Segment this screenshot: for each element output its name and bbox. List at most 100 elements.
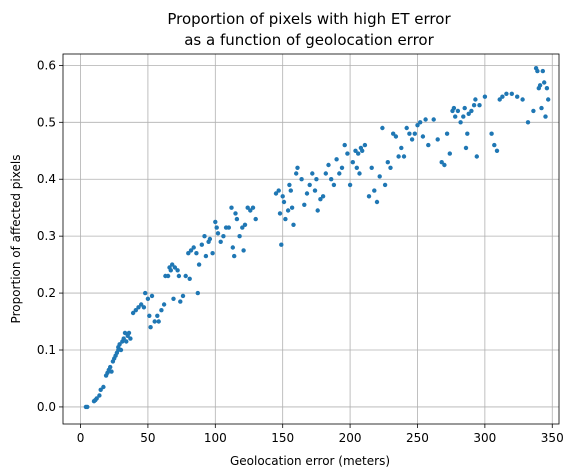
data-point [326,162,331,168]
data-point [124,339,129,344]
data-point [85,404,90,410]
data-point [168,268,173,273]
data-point [172,265,178,270]
data-point [471,103,477,108]
data-point [122,330,128,336]
data-point [391,131,396,136]
data-point [128,336,133,341]
data-point [97,393,102,398]
data-point [492,142,497,148]
data-point [280,194,285,199]
data-point [474,154,479,159]
data-point [409,137,415,142]
data-point [233,211,238,216]
data-point [473,97,478,102]
data-point [537,83,543,88]
data-point [295,165,300,170]
data-point [118,347,124,353]
data-point [350,160,355,165]
data-point [407,131,412,136]
data-point [186,251,191,256]
data-point [314,177,319,182]
data-point [539,105,544,111]
data-point [469,108,474,114]
data-point [248,208,253,213]
data-point [147,313,152,318]
data-point [393,134,399,139]
x-tick-label: 50 [140,431,155,445]
data-point [149,293,155,299]
data-point [442,162,447,168]
data-point [307,182,312,188]
data-point [241,248,246,253]
data-point [431,117,436,122]
data-point [385,160,390,165]
y-tick-label: 0.2 [37,286,56,300]
data-point [544,86,550,91]
data-point [117,342,122,347]
data-point [156,319,161,324]
data-point [273,191,279,196]
data-point [194,251,199,256]
data-point [187,276,192,281]
data-point [509,91,514,97]
chart-title-line-1: Proportion of pixels with high ET error [167,10,451,28]
data-point [281,199,287,205]
x-axis-ticks: 0 50 100 150 200 250 300 350 [77,424,564,445]
data-point [426,142,431,148]
data-point [455,108,461,114]
x-tick-label: 300 [473,431,496,445]
data-point [221,234,226,239]
data-point [126,330,132,336]
data-point [540,68,545,74]
data-point [294,171,299,176]
data-point [399,145,404,151]
data-point [285,208,291,213]
data-point [240,225,245,230]
data-point [380,125,385,131]
data-point [453,114,458,119]
data-point [388,165,393,170]
data-point [133,308,138,313]
data-point [415,123,420,128]
data-point [230,245,235,250]
x-tick-label: 250 [406,431,429,445]
data-point [148,325,153,330]
data-point [374,199,380,205]
data-point [136,305,141,310]
data-point [279,242,284,247]
data-point [288,188,293,193]
data-point [180,293,186,299]
data-point [176,273,182,279]
data-point [515,94,520,99]
x-tick-label: 200 [339,431,362,445]
data-point [145,296,151,301]
data-point [250,205,256,210]
y-tick-label: 0.1 [37,343,56,357]
data-point [108,364,113,370]
data-point [465,131,470,136]
data-point [202,234,207,239]
data-point [277,211,283,216]
data-point [191,245,196,250]
x-tick-label: 0 [77,431,85,445]
data-point [353,148,358,153]
data-point [423,117,428,122]
data-point [543,114,548,119]
data-point [242,222,248,227]
data-point [283,216,288,222]
y-tick-label: 0.5 [37,115,56,129]
data-point [458,120,463,125]
data-point [354,165,359,170]
data-point [199,242,204,247]
data-point [466,111,471,117]
data-point [323,171,328,176]
data-point [462,105,467,111]
data-point [152,319,157,324]
data-point [232,253,237,259]
data-point [372,188,377,193]
data-point [420,134,426,139]
data-point [396,154,401,159]
data-point [360,148,365,153]
